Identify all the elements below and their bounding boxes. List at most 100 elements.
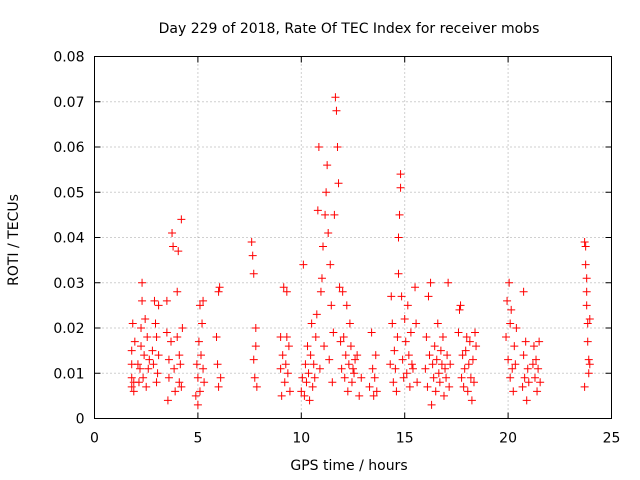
y-tick-label: 0.06 [53, 140, 84, 156]
data-point [445, 382, 454, 391]
data-point [154, 351, 163, 360]
y-axis-label: ROTI / TECUs [6, 194, 22, 286]
data-point [429, 373, 438, 382]
data-point [316, 287, 325, 296]
data-point [519, 351, 528, 360]
data-point [462, 333, 471, 342]
data-point [459, 382, 468, 391]
data-point [466, 373, 475, 382]
data-point [458, 351, 467, 360]
data-point [534, 364, 543, 373]
data-point [326, 260, 335, 269]
data-point [340, 373, 349, 382]
data-point [425, 351, 434, 360]
data-point [372, 387, 381, 396]
data-point [434, 369, 443, 378]
data-point [321, 210, 330, 219]
data-point [368, 364, 377, 373]
data-point [251, 324, 260, 332]
data-point [350, 369, 359, 378]
data-point [347, 378, 356, 387]
data-point [345, 319, 354, 328]
data-point [141, 314, 150, 323]
data-point [346, 342, 355, 351]
data-point [333, 143, 342, 151]
data-point [520, 373, 529, 382]
data-point [438, 333, 447, 342]
data-point [285, 387, 294, 396]
data-point [441, 364, 450, 373]
data-point [143, 333, 152, 342]
data-point [530, 373, 539, 382]
data-point [303, 342, 312, 351]
data-point [585, 360, 594, 369]
data-point [423, 382, 432, 391]
data-point [127, 346, 136, 355]
data-point [408, 364, 417, 373]
data-point [163, 396, 172, 405]
data-point [173, 287, 182, 296]
data-point [351, 355, 360, 364]
data-point [510, 342, 519, 351]
data-point [145, 355, 154, 364]
data-point [162, 296, 171, 305]
data-point [532, 355, 541, 364]
data-point [279, 283, 288, 292]
data-point [397, 292, 406, 301]
data-point [195, 301, 204, 310]
data-point [197, 351, 206, 360]
data-point [506, 319, 515, 328]
data-point [396, 183, 405, 192]
data-point [404, 351, 413, 360]
data-point [392, 387, 401, 396]
data-point [199, 364, 208, 373]
data-point [413, 378, 422, 387]
data-point [325, 355, 334, 364]
data-point [584, 369, 593, 378]
data-point [247, 238, 256, 247]
data-point [426, 278, 435, 287]
grid-lines [94, 56, 612, 419]
data-point [308, 382, 317, 391]
data-point [439, 391, 448, 400]
data-point [312, 310, 321, 319]
data-point [215, 283, 224, 292]
data-point [583, 319, 592, 328]
data-point [176, 360, 185, 369]
data-point [585, 314, 594, 323]
data-point [137, 324, 146, 332]
data-point [328, 378, 337, 387]
data-point [394, 233, 403, 242]
y-tick-label: 0 [76, 412, 85, 428]
data-point [437, 360, 446, 369]
x-tick-label: 15 [396, 431, 414, 447]
data-point [140, 351, 149, 360]
data-point [424, 292, 433, 301]
data-point [150, 296, 159, 305]
data-point [369, 391, 378, 400]
data-point [503, 296, 512, 305]
data-point [393, 333, 402, 342]
data-point [386, 360, 395, 369]
data-point [398, 355, 407, 364]
data-point [467, 396, 476, 405]
data-point [504, 355, 513, 364]
data-point [133, 360, 142, 369]
data-point [248, 251, 257, 260]
data-point [174, 247, 183, 256]
data-point [277, 391, 286, 400]
data-point [171, 387, 180, 396]
data-point [324, 228, 333, 237]
data-point [443, 351, 452, 360]
data-point [309, 360, 318, 369]
data-point [307, 319, 316, 328]
data-point [390, 346, 399, 355]
data-point [463, 387, 472, 396]
data-point [128, 319, 137, 328]
data-point [430, 342, 439, 351]
data-point [421, 364, 430, 373]
data-point [399, 373, 408, 382]
data-point [353, 351, 362, 360]
data-point [505, 278, 514, 287]
data-point [442, 373, 451, 382]
